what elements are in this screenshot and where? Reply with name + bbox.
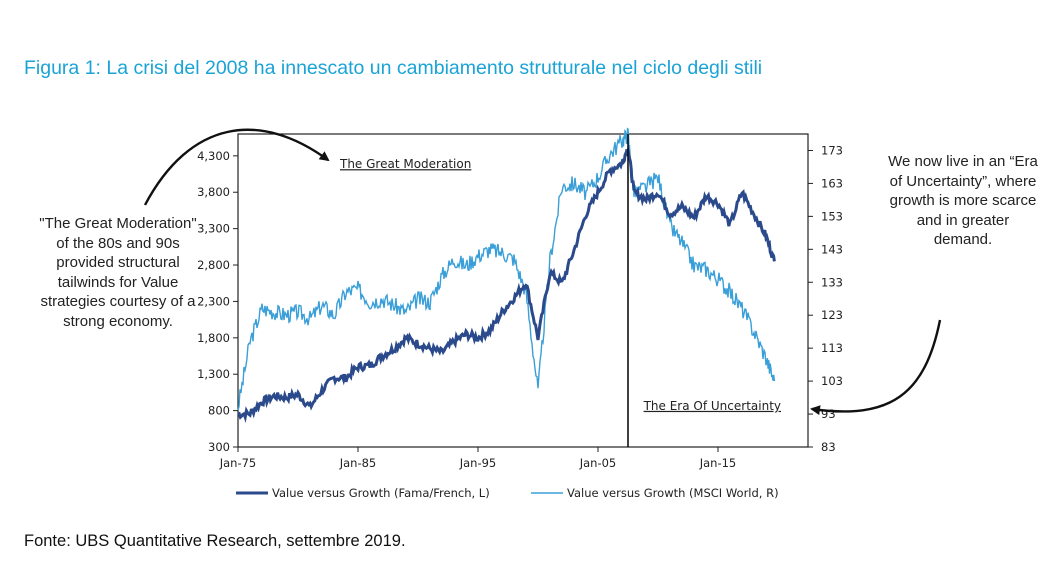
right-note: We now live in an “Era of Uncertainty”, … bbox=[888, 153, 1038, 248]
left-note-arrow bbox=[143, 128, 330, 206]
left-tick-label: 3,800 bbox=[197, 185, 230, 199]
right-tick-label: 153 bbox=[821, 209, 843, 223]
plot-frame bbox=[237, 133, 809, 448]
right-tick-label: 133 bbox=[821, 275, 843, 289]
x-tick-label: Jan-85 bbox=[339, 456, 377, 470]
left-tick-label: 3,300 bbox=[197, 222, 230, 236]
left-tick-label: 2,300 bbox=[197, 294, 230, 308]
x-tick-label: Jan-95 bbox=[459, 456, 497, 470]
x-axis: Jan-75 Jan-85 Jan-95 Jan-05 Jan-15 bbox=[219, 447, 737, 470]
right-tick-label: 83 bbox=[821, 440, 836, 454]
left-tick-label: 2,800 bbox=[197, 258, 230, 272]
left-tick-label: 4,300 bbox=[197, 149, 230, 163]
series-line-msci bbox=[237, 127, 776, 411]
source-note: Fonte: UBS Quantitative Research, settem… bbox=[24, 532, 406, 550]
right-tick-label: 163 bbox=[821, 176, 843, 190]
annotation-great-moderation: The Great Moderation bbox=[339, 157, 471, 171]
x-tick-label: Jan-75 bbox=[219, 456, 257, 470]
right-tick-label: 113 bbox=[821, 341, 843, 355]
right-tick-label: 143 bbox=[821, 242, 843, 256]
left-axis: 300 800 1,300 1,800 2,300 2,800 3,300 3,800 4,30… bbox=[197, 149, 238, 454]
right-tick-label: 123 bbox=[821, 308, 843, 322]
legend-label-msci: Value versus Growth (MSCI World, R) bbox=[567, 486, 779, 500]
left-note: "The Great Moderation" of the 80s and 90… bbox=[39, 215, 197, 330]
figure-title: Figura 1: La crisi del 2008 ha innescato… bbox=[24, 57, 763, 79]
annotation-era-uncertainty: The Era Of Uncertainty bbox=[643, 399, 781, 413]
left-tick-label: 300 bbox=[208, 440, 230, 454]
left-tick-label: 800 bbox=[208, 404, 230, 418]
right-tick-label: 173 bbox=[821, 143, 843, 157]
series-line-fama-french bbox=[237, 145, 776, 423]
legend-label-fama-french: Value versus Growth (Fama/French, L) bbox=[272, 486, 490, 500]
right-note-arrow bbox=[810, 319, 942, 416]
x-tick-label: Jan-05 bbox=[579, 456, 617, 470]
left-tick-label: 1,800 bbox=[197, 331, 230, 345]
left-tick-label: 1,300 bbox=[197, 367, 230, 381]
x-tick-label: Jan-15 bbox=[699, 456, 737, 470]
right-tick-label: 103 bbox=[821, 374, 843, 388]
